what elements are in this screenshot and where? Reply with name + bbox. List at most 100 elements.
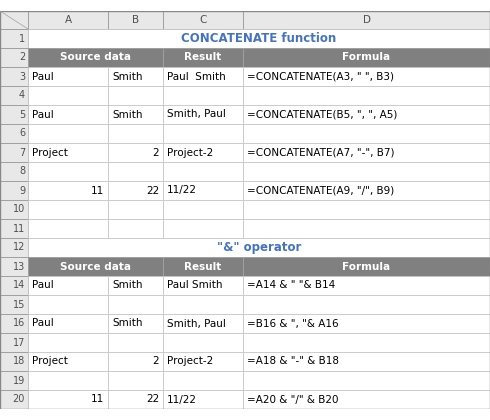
Text: 19: 19 — [13, 375, 25, 386]
Bar — [163, 371, 243, 390]
Bar — [28, 86, 108, 105]
Bar — [243, 200, 490, 219]
Text: 11: 11 — [91, 394, 104, 404]
Text: C: C — [199, 15, 207, 25]
Bar — [0, 124, 28, 143]
Bar — [28, 333, 108, 352]
Text: 4: 4 — [19, 90, 25, 100]
Bar — [0, 295, 28, 314]
Text: =B16 & ", "& A16: =B16 & ", "& A16 — [247, 318, 339, 328]
Bar — [0, 67, 28, 86]
Text: =A20 & "/" & B20: =A20 & "/" & B20 — [247, 394, 339, 404]
Text: Smith, Paul: Smith, Paul — [167, 318, 226, 328]
Bar — [108, 124, 163, 143]
Bar — [243, 352, 490, 371]
Bar — [108, 143, 163, 162]
Bar — [28, 295, 108, 314]
Text: 3: 3 — [19, 71, 25, 81]
Bar — [108, 105, 163, 124]
Bar — [0, 29, 28, 48]
Text: CONCATENATE function: CONCATENATE function — [181, 32, 337, 45]
Text: 10: 10 — [13, 205, 25, 215]
Bar — [28, 67, 108, 86]
Bar — [243, 371, 490, 390]
Text: =CONCATENATE(B5, ", ", A5): =CONCATENATE(B5, ", ", A5) — [247, 110, 397, 120]
Text: Paul: Paul — [32, 110, 54, 120]
Text: 17: 17 — [13, 338, 25, 347]
Text: Formula: Formula — [343, 52, 391, 63]
Bar — [28, 276, 108, 295]
Text: "&" operator: "&" operator — [217, 241, 301, 254]
Bar — [163, 352, 243, 371]
Text: Paul Smith: Paul Smith — [167, 281, 222, 291]
Bar — [28, 181, 108, 200]
Bar — [243, 295, 490, 314]
Bar — [163, 333, 243, 352]
Bar — [163, 143, 243, 162]
Text: 9: 9 — [19, 186, 25, 195]
Bar — [0, 86, 28, 105]
Text: 20: 20 — [13, 394, 25, 404]
Bar — [28, 11, 108, 29]
Bar — [163, 200, 243, 219]
Bar — [0, 314, 28, 333]
Bar — [163, 67, 243, 86]
Text: Result: Result — [184, 52, 221, 63]
Bar — [0, 238, 28, 257]
Text: 1: 1 — [19, 34, 25, 44]
Text: Paul  Smith: Paul Smith — [167, 71, 226, 81]
Text: 12: 12 — [13, 242, 25, 252]
Bar — [28, 48, 163, 67]
Bar — [0, 257, 28, 276]
Bar — [163, 257, 243, 276]
Bar — [243, 48, 490, 67]
Bar — [0, 200, 28, 219]
Bar — [163, 162, 243, 181]
Bar — [243, 124, 490, 143]
Bar — [243, 181, 490, 200]
Bar — [0, 143, 28, 162]
Bar — [163, 124, 243, 143]
Text: Paul: Paul — [32, 281, 54, 291]
Bar — [243, 257, 490, 276]
Bar — [108, 295, 163, 314]
Text: Smith: Smith — [112, 281, 143, 291]
Text: 22: 22 — [146, 394, 159, 404]
Bar — [0, 219, 28, 238]
Text: 18: 18 — [13, 357, 25, 367]
Bar — [108, 11, 163, 29]
Text: 22: 22 — [146, 186, 159, 195]
Bar — [0, 105, 28, 124]
Bar — [243, 162, 490, 181]
Bar — [243, 86, 490, 105]
Text: A: A — [65, 15, 72, 25]
Bar — [243, 333, 490, 352]
Text: 13: 13 — [13, 262, 25, 271]
Bar — [28, 390, 108, 409]
Bar — [163, 314, 243, 333]
Text: =CONCATENATE(A3, " ", B3): =CONCATENATE(A3, " ", B3) — [247, 71, 394, 81]
Bar — [243, 390, 490, 409]
Bar — [0, 276, 28, 295]
Bar — [243, 11, 490, 29]
Bar — [108, 390, 163, 409]
Bar — [28, 314, 108, 333]
Bar — [28, 200, 108, 219]
Text: D: D — [363, 15, 370, 25]
Text: 5: 5 — [19, 110, 25, 120]
Text: Paul: Paul — [32, 71, 54, 81]
Bar — [108, 314, 163, 333]
Text: =A18 & "-" & B18: =A18 & "-" & B18 — [247, 357, 339, 367]
Text: 2: 2 — [152, 357, 159, 367]
Text: =CONCATENATE(A7, "-", B7): =CONCATENATE(A7, "-", B7) — [247, 147, 394, 158]
Bar — [28, 219, 108, 238]
Bar — [0, 48, 28, 67]
Text: Project: Project — [32, 147, 68, 158]
Bar — [163, 48, 243, 67]
Text: 6: 6 — [19, 129, 25, 139]
Text: =CONCATENATE(A9, "/", B9): =CONCATENATE(A9, "/", B9) — [247, 186, 394, 195]
Text: Source data: Source data — [60, 52, 131, 63]
Text: Smith: Smith — [112, 318, 143, 328]
Bar — [108, 352, 163, 371]
Bar — [108, 200, 163, 219]
